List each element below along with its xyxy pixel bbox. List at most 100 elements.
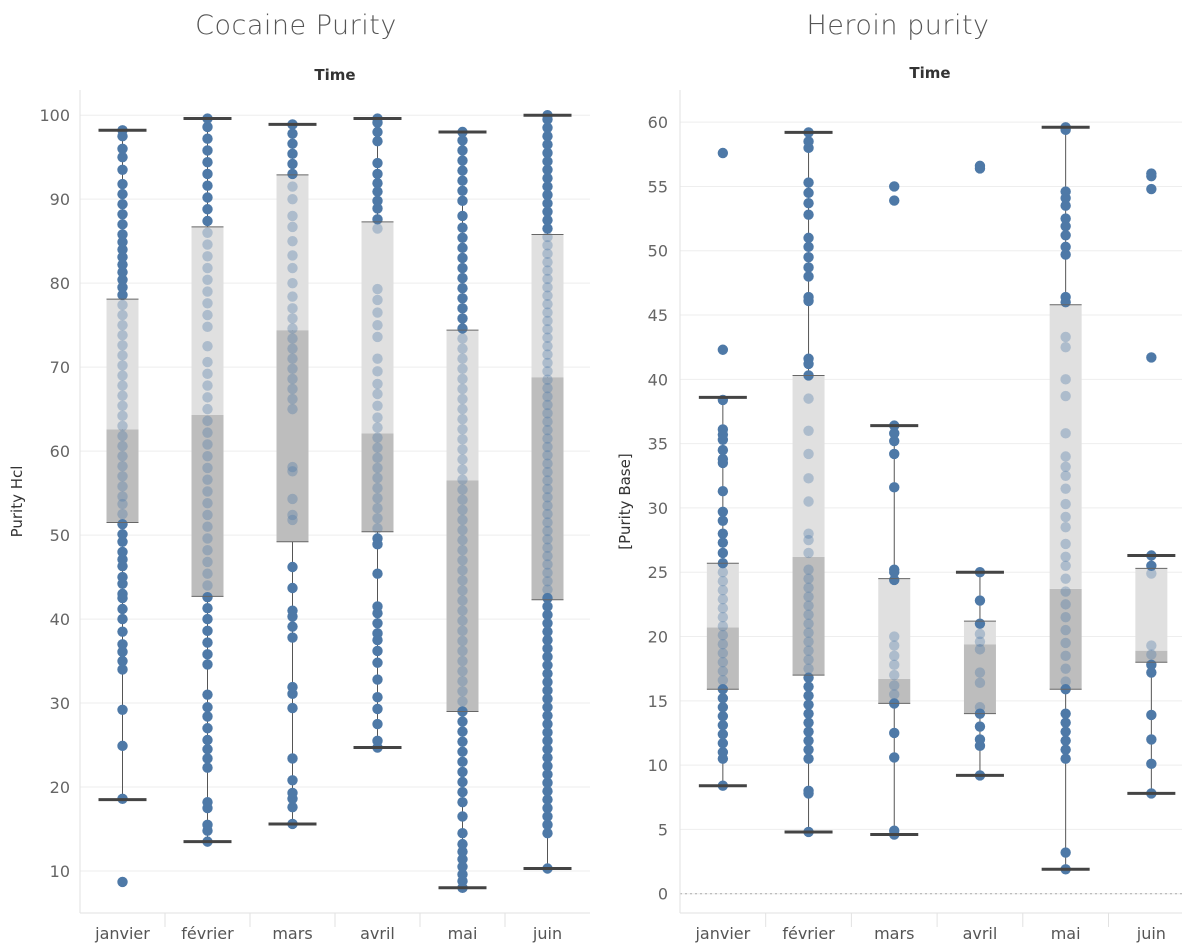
- data-point: [287, 702, 298, 714]
- data-point: [117, 554, 128, 565]
- data-point: [457, 353, 468, 364]
- data-point: [457, 746, 468, 757]
- data-point: [287, 383, 298, 395]
- data-point: [457, 242, 468, 254]
- heroin-purity-chart: 0 5 10 15 20 25 30 35 40 45 50 55 60 [Purity Base] jan…: [616, 90, 1182, 943]
- y-tick-label: 70: [50, 358, 70, 377]
- data-point: [803, 241, 814, 253]
- cocaine-panel: Cocaine Purity Time 10 20 30 40 50 60 70 80 90 10…: [0, 0, 592, 943]
- data-point: [202, 450, 213, 462]
- data-point: [202, 321, 213, 333]
- data-point: [542, 811, 553, 822]
- y-tick-label: 50: [648, 242, 668, 261]
- data-point: [1060, 612, 1071, 623]
- data-point: [372, 157, 383, 169]
- data-point: [803, 636, 814, 647]
- data-point: [117, 471, 128, 482]
- data-point: [202, 625, 213, 637]
- data-point: [717, 576, 729, 587]
- data-point: [542, 181, 553, 192]
- cocaine-purity-chart: 10 20 30 40 50 60 70 80 90 100 Purity Hcl janvier fé…: [8, 90, 590, 943]
- data-point: [287, 363, 298, 375]
- data-point: [889, 650, 900, 662]
- data-point: [542, 374, 553, 385]
- data-point: [1060, 847, 1071, 858]
- data-point: [974, 595, 986, 606]
- category-label: juin: [532, 924, 562, 943]
- data-point: [457, 786, 468, 798]
- data-point: [287, 461, 298, 473]
- data-point: [1146, 659, 1157, 671]
- data-point: [803, 353, 814, 364]
- data-point: [974, 702, 986, 713]
- data-point: [202, 474, 213, 485]
- data-point: [889, 727, 900, 739]
- data-point: [202, 204, 213, 215]
- data-point: [287, 343, 298, 354]
- data-point: [372, 331, 383, 343]
- data-point: [974, 618, 986, 629]
- data-point: [457, 575, 468, 586]
- points-juin: [542, 109, 553, 874]
- data-point: [287, 605, 298, 616]
- data-point: [372, 657, 383, 668]
- points-avril: [372, 113, 383, 753]
- data-point: [542, 198, 553, 209]
- data-point: [717, 729, 729, 740]
- data-point: [457, 155, 468, 166]
- data-point: [202, 762, 213, 773]
- data-point: [542, 164, 553, 175]
- data-point: [117, 164, 128, 175]
- data-point: [117, 380, 128, 391]
- data-point: [803, 209, 814, 220]
- data-point: [889, 482, 900, 493]
- data-point: [202, 121, 213, 133]
- data-point: [1060, 538, 1071, 550]
- data-point: [372, 203, 383, 214]
- data-point: [117, 259, 128, 270]
- data-point: [457, 595, 468, 606]
- data-point: [889, 752, 900, 763]
- y-tick-label: 20: [50, 778, 70, 797]
- data-point: [117, 876, 128, 888]
- data-point: [803, 744, 814, 755]
- data-point: [803, 564, 814, 575]
- data-point: [372, 533, 383, 544]
- data-point: [1060, 451, 1071, 462]
- data-point: [287, 250, 298, 261]
- data-point: [457, 716, 468, 727]
- data-point: [287, 168, 298, 180]
- data-point: [1060, 241, 1071, 253]
- data-point: [287, 466, 298, 477]
- data-point: [1060, 186, 1071, 197]
- data-point: [287, 373, 298, 385]
- data-point: [287, 181, 298, 192]
- data-point: [117, 236, 128, 248]
- data-point: [542, 450, 553, 461]
- data-point: [117, 546, 128, 558]
- data-point: [457, 645, 468, 657]
- data-point: [542, 458, 553, 469]
- data-point: [287, 158, 298, 170]
- data-point: [457, 838, 468, 850]
- data-point: [372, 422, 383, 433]
- data-point: [542, 634, 553, 646]
- data-point: [889, 631, 900, 642]
- data-point: [457, 545, 468, 556]
- data-point: [457, 605, 468, 616]
- data-point: [542, 298, 553, 310]
- data-point: [202, 180, 213, 191]
- data-point: [117, 143, 128, 154]
- data-point: [542, 223, 553, 234]
- data-point: [542, 550, 553, 562]
- data-point: [717, 528, 729, 539]
- data-point: [717, 675, 729, 686]
- box-upper: [191, 226, 224, 416]
- data-point: [287, 235, 298, 247]
- box-lower: [191, 415, 224, 597]
- data-point: [542, 668, 553, 679]
- data-point: [372, 482, 383, 494]
- data-point: [202, 368, 213, 380]
- box-lower: [531, 377, 564, 600]
- data-point: [1146, 734, 1157, 745]
